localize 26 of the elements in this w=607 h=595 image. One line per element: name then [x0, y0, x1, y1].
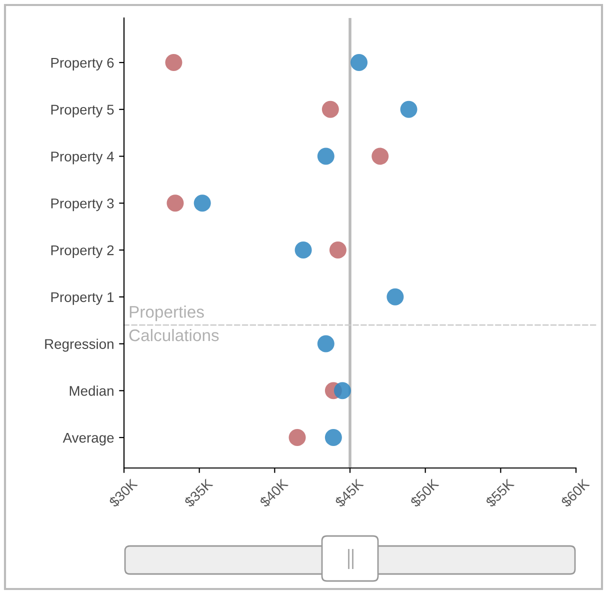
point [288, 429, 306, 446]
point [386, 288, 404, 306]
y-tick-label: Property 2 [51, 245, 114, 258]
y-tick-label: Regression [45, 338, 114, 352]
point [324, 429, 342, 446]
y-tick-label: Property 6 [51, 58, 114, 70]
y-tick-label: Median [70, 386, 114, 396]
annotation: Calculations [129, 328, 219, 342]
point [329, 242, 346, 259]
y-tick-label: Property 5 [51, 104, 114, 118]
point [194, 194, 211, 212]
point [317, 335, 334, 352]
point [166, 194, 184, 212]
y-tick-label: Property 3 [51, 198, 114, 212]
point [350, 54, 368, 72]
annotation: Properties [130, 306, 204, 322]
point [322, 100, 339, 118]
point [165, 54, 182, 72]
point [400, 100, 418, 118]
y-tick-label: Property 1 [51, 292, 114, 305]
y-tick-label: Average [62, 433, 114, 446]
point [294, 242, 312, 259]
point [334, 382, 351, 400]
point [317, 148, 334, 165]
y-tick-label: Property 4 [51, 152, 114, 164]
point [372, 148, 389, 165]
